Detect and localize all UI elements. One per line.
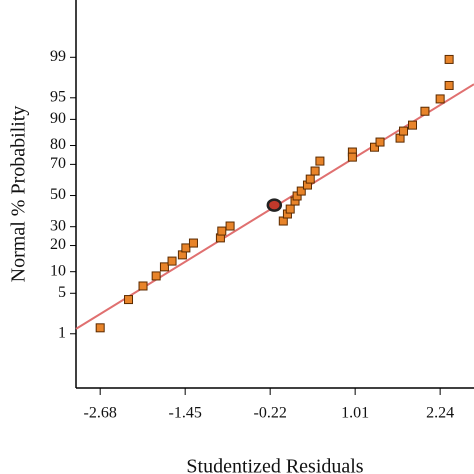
y-tick-label: 90 — [50, 110, 66, 127]
y-tick-label: 50 — [50, 186, 66, 203]
data-point — [370, 142, 379, 152]
y-tick-label: 70 — [50, 155, 66, 172]
data-point — [305, 174, 315, 184]
x-tick-label: -1.45 — [169, 405, 202, 422]
y-tick-label: 80 — [50, 136, 66, 153]
data-point — [225, 221, 235, 231]
data-point — [167, 256, 177, 266]
y-tick-label: 99 — [50, 48, 66, 65]
data-point — [138, 281, 148, 291]
data-point — [310, 166, 320, 176]
data-point — [181, 243, 191, 253]
data-point — [315, 156, 325, 166]
x-tick-label: -0.22 — [253, 405, 286, 422]
data-point — [444, 80, 454, 90]
y-tick-label: 1 — [58, 324, 66, 341]
data-point — [285, 204, 295, 214]
data-point — [124, 295, 134, 305]
y-tick-label: 5 — [58, 284, 66, 301]
x-tick-label: 2.24 — [426, 405, 454, 422]
data-point — [159, 262, 169, 272]
y-tick-label: 30 — [50, 217, 66, 234]
data-point — [188, 238, 198, 248]
data-point — [95, 323, 105, 333]
y-axis-label: Normal % Probability — [8, 106, 30, 283]
data-point — [408, 120, 418, 130]
data-point — [217, 226, 227, 236]
data-point — [399, 126, 409, 136]
data-point — [444, 54, 454, 64]
y-tick-label: 10 — [50, 262, 66, 279]
data-point — [435, 94, 445, 104]
highlighted-point — [266, 198, 283, 212]
x-tick-label: -2.68 — [84, 405, 117, 422]
data-point — [151, 271, 161, 281]
data-point — [296, 186, 306, 196]
y-tick-label: 95 — [50, 88, 66, 105]
data-point — [347, 152, 357, 162]
x-axis-label: Studentized Residuals — [186, 456, 363, 474]
y-tick-label: 20 — [50, 236, 66, 253]
data-point — [420, 106, 430, 116]
data-point — [375, 137, 385, 147]
x-tick-label: 1.01 — [341, 405, 369, 422]
